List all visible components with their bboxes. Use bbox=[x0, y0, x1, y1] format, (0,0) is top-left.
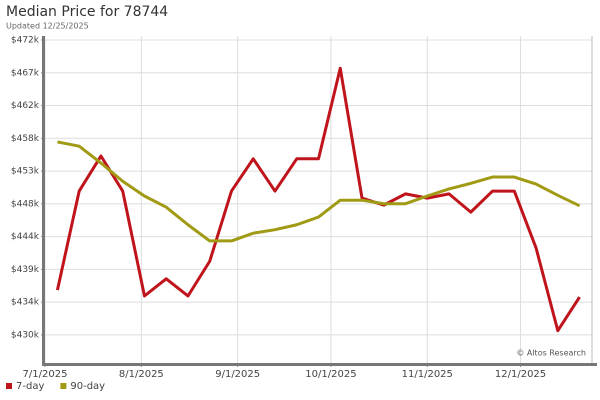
x-tick-label: 11/1/2025 bbox=[402, 369, 453, 380]
y-tick-label: $472k bbox=[11, 35, 40, 45]
y-tick-label: $453k bbox=[11, 167, 40, 177]
x-tick-label: 10/1/2025 bbox=[305, 369, 356, 380]
x-tick-label: 7/1/2025 bbox=[23, 369, 68, 380]
x-tick-label: 12/1/2025 bbox=[495, 369, 546, 380]
y-tick-label: $439k bbox=[11, 265, 40, 275]
series-line bbox=[55, 66, 581, 333]
chart-title: Median Price for 78744 bbox=[6, 4, 168, 20]
y-tick-label: $467k bbox=[11, 68, 40, 78]
y-tick-label: $448k bbox=[11, 199, 40, 209]
legend-swatch bbox=[60, 383, 67, 389]
x-tick-label: 9/1/2025 bbox=[215, 369, 260, 380]
chart-subtitle: Updated 12/25/2025 bbox=[6, 22, 89, 31]
y-tick-label: $444k bbox=[11, 232, 40, 242]
legend-label: 7-day bbox=[16, 381, 44, 392]
y-tick-label: $430k bbox=[11, 330, 40, 340]
legend-label: 90-day bbox=[70, 381, 105, 392]
x-tick-label: 8/1/2025 bbox=[119, 369, 164, 380]
x-axis bbox=[42, 363, 597, 366]
y-axis bbox=[42, 36, 45, 366]
series-line bbox=[57, 140, 581, 243]
y-tick-label: $434k bbox=[11, 298, 40, 308]
y-tick-label: $458k bbox=[11, 134, 40, 144]
y-tick-label: $462k bbox=[11, 101, 40, 111]
legend-swatch bbox=[6, 383, 12, 389]
annotation: © Altos Research bbox=[516, 349, 586, 358]
